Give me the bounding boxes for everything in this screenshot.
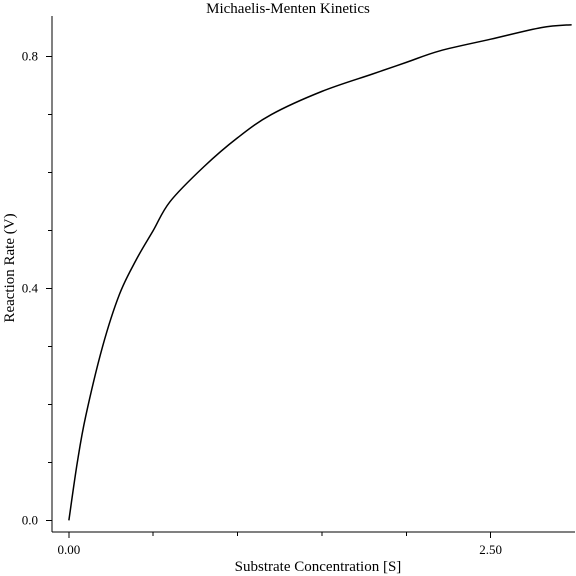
series-line: [68, 23, 572, 521]
axis-tick-labels: 0.0 0.4 0.8 0.00 2.50: [22, 49, 502, 557]
chart-title: Michaelis-Menten Kinetics: [206, 1, 370, 17]
y-tick-label: 0.4: [22, 280, 39, 295]
y-tick-label: 0.8: [22, 49, 38, 64]
x-axis-title: Substrate Concentration [S]: [235, 559, 402, 575]
axis-ticks: [46, 56, 492, 538]
y-tick-label: 0.0: [22, 512, 38, 527]
x-tick-label: 2.50: [479, 542, 502, 557]
x-tick-label: 0.00: [57, 542, 80, 557]
y-axis-title: Reaction Rate (V): [2, 213, 18, 322]
